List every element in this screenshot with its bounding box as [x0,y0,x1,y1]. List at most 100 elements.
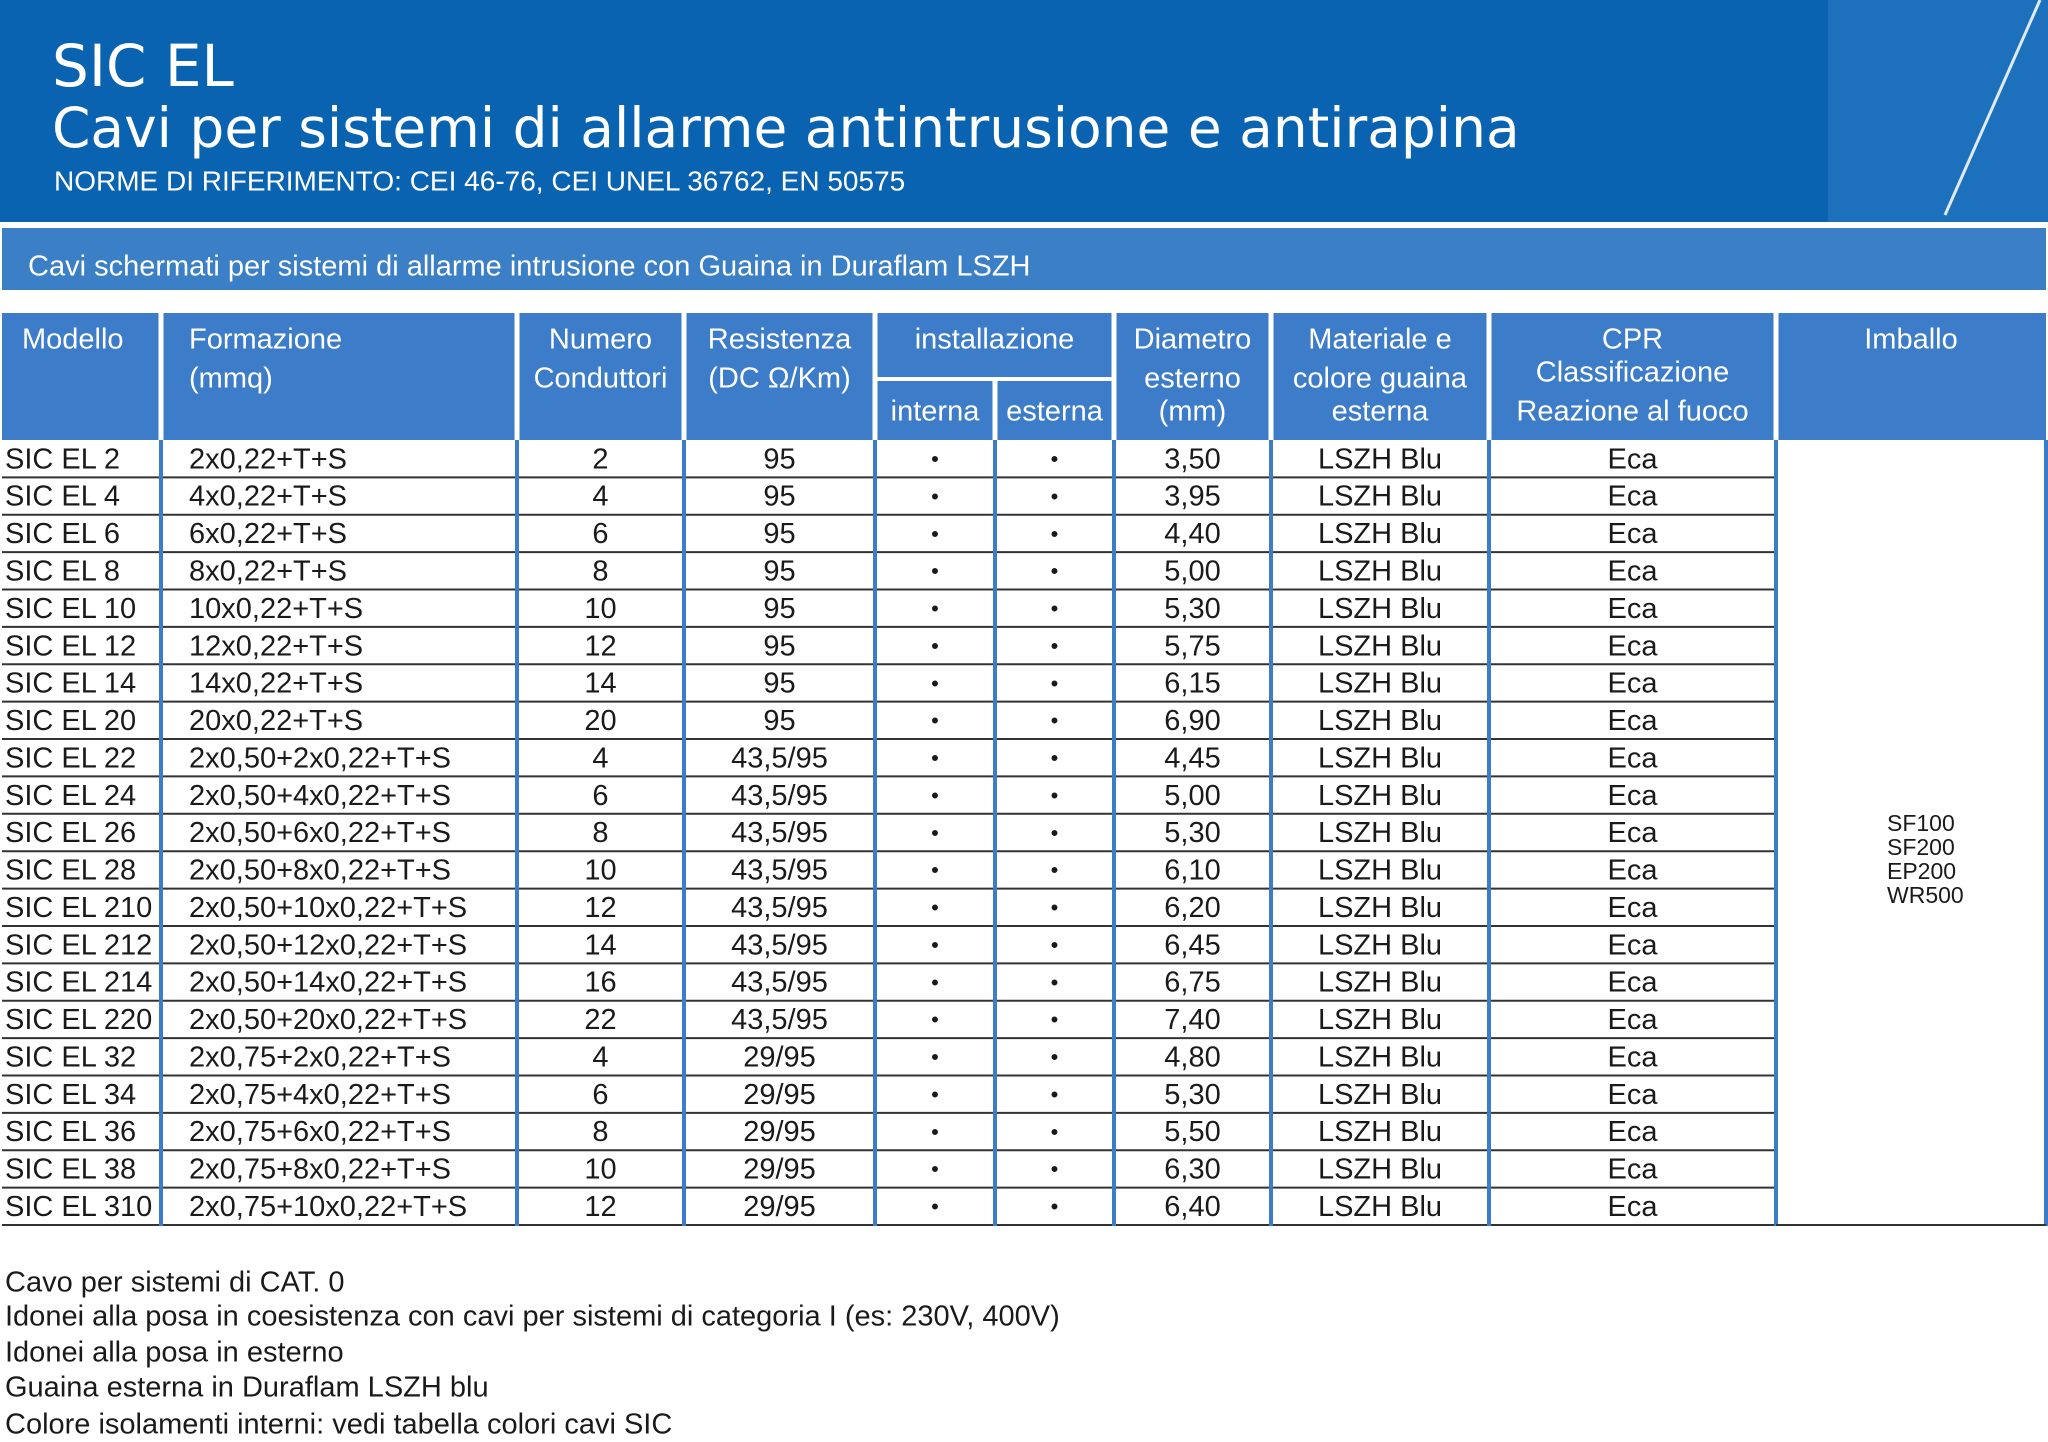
cell: • [931,1194,939,1219]
cell: • [1051,895,1059,920]
cell: 22 [584,1004,616,1036]
cell: 4 [592,742,608,774]
imballo: SF100 [1887,810,1955,836]
cell: • [931,932,939,957]
column-group-header: installazione [915,324,1075,356]
cell: 3,50 [1164,443,1220,475]
cell: Eca [1608,705,1659,737]
cell: 4 [592,481,608,513]
table: Modello Formazione (mmq) Numero Conduttori Re… [2,313,2048,1226]
cell: LSZH Blu [1318,1004,1442,1036]
cell: • [931,820,939,845]
cell: • [931,521,939,546]
cell: 8 [592,1116,608,1148]
cell: LSZH Blu [1318,443,1442,475]
cell: 20 [584,705,616,737]
cell: 95 [763,518,795,550]
cell: 6 [592,518,608,550]
imballo: SF200 [1887,834,1955,860]
cell: • [931,1007,939,1032]
cell: • [931,895,939,920]
cell: • [931,559,939,584]
cell: SIC EL 20 [5,705,136,737]
cell: 6,30 [1164,1154,1220,1186]
cell: 6,40 [1164,1191,1220,1223]
cell: Eca [1608,1116,1659,1148]
cell: • [1051,484,1059,509]
cell: 5,30 [1164,593,1220,625]
column-subheader: esterna [1006,396,1104,428]
cell: 4,80 [1164,1041,1220,1073]
cell: 95 [763,705,795,737]
cell: • [1051,708,1059,733]
cell: 7,40 [1164,1004,1220,1036]
note: Guaina esterna in Duraflam LSZH blu [5,1372,489,1404]
column-header: Resistenza [708,324,852,356]
cell: LSZH Blu [1318,705,1442,737]
cell: LSZH Blu [1318,780,1442,812]
cell: 20x0,22+T+S [189,705,363,737]
cell: SIC EL 210 [5,892,152,924]
cell: Eca [1608,518,1659,550]
column-header: Numero [549,324,652,356]
cell: Eca [1608,630,1659,662]
cell: SIC EL 32 [5,1041,136,1073]
cell: • [1051,633,1059,658]
cell: • [1051,447,1059,472]
cell: SIC EL 212 [5,929,152,961]
cell: 29/95 [743,1041,816,1073]
cell: SIC EL 310 [5,1191,152,1223]
cell: 2x0,75+6x0,22+T+S [189,1116,451,1148]
cell: 14 [584,929,616,961]
cell: SIC EL 2 [5,443,120,475]
column-header: Modello [22,324,124,356]
cell: 43,5/95 [731,967,828,999]
norme: NORME DI RIFERIMENTO: CEI 46-76, CEI UNE… [54,165,905,196]
cell: 8x0,22+T+S [189,555,347,587]
cell: 14 [584,668,616,700]
note: Cavo per sistemi di CAT. 0 [5,1267,345,1299]
cell: • [931,1157,939,1182]
cell: SIC EL 6 [5,518,120,550]
cell: 29/95 [743,1116,816,1148]
cell: 5,00 [1164,780,1220,812]
cell: 95 [763,555,795,587]
cell: 5,00 [1164,555,1220,587]
section-band [2,228,2046,290]
column-header: Materiale e [1308,324,1451,356]
cell: 4x0,22+T+S [189,481,347,513]
cell: Eca [1608,555,1659,587]
cell: 6 [592,780,608,812]
section-title: Cavi schermati per sistemi di allarme in… [28,251,1031,283]
cell: • [1051,970,1059,995]
column-header: colore guaina [1293,363,1468,395]
cell: 4,45 [1164,742,1220,774]
cell: 6,75 [1164,967,1220,999]
cell: Eca [1608,780,1659,812]
cell: Eca [1608,1079,1659,1111]
column-subheader: interna [891,396,981,428]
column-header: (DC Ω/Km) [708,363,851,395]
column-header: Formazione [189,324,342,356]
cell: 6,45 [1164,929,1220,961]
column-header: Imballo [1864,324,1958,356]
cell: 2x0,50+14x0,22+T+S [189,967,467,999]
cell: 10 [584,855,616,887]
cell: • [931,447,939,472]
cell: 95 [763,593,795,625]
cell: 8 [592,555,608,587]
header-band [0,0,2048,222]
cell: • [931,596,939,621]
cell: Eca [1608,593,1659,625]
cell: 43,5/95 [731,742,828,774]
cell: SIC EL 22 [5,742,136,774]
cell: 12 [584,630,616,662]
cell: 2x0,50+12x0,22+T+S [189,929,467,961]
column-header: Diametro [1134,324,1252,356]
cell: 6,10 [1164,855,1220,887]
header-decor [1943,0,2042,216]
cell: 6,15 [1164,668,1220,700]
column-header: esterno [1144,363,1241,395]
cell: Eca [1608,892,1659,924]
cell: • [1051,783,1059,808]
